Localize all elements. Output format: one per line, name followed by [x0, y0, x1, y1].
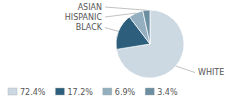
slice — [143, 10, 150, 44]
slice-label: WHITE — [198, 68, 224, 77]
leader-line — [176, 66, 195, 72]
legend-swatch — [8, 88, 17, 95]
slice — [129, 11, 150, 44]
legend-swatch — [55, 88, 64, 95]
legend-label: 6.9% — [115, 88, 136, 97]
legend-swatch — [103, 88, 112, 95]
pie — [116, 10, 184, 78]
leader-line — [105, 13, 136, 17]
legend-label: 72.4% — [20, 88, 46, 97]
slice — [116, 10, 184, 78]
legend-label: 3.4% — [157, 88, 178, 97]
slice-label: ASIAN — [78, 3, 102, 12]
legend: 72.4% 17.2% 6.9% 3.4% — [8, 88, 178, 97]
leader-line — [105, 7, 146, 10]
legend-label: 17.2% — [67, 88, 93, 97]
legend-swatch — [145, 88, 154, 95]
leader-line — [105, 28, 118, 32]
slice-label: HISPANIC — [65, 13, 103, 22]
chart: WHITE BLACKHISPANICASIAN 72.4% 17.2% 6.9% 3.4… — [0, 0, 240, 100]
slice-label: BLACK — [76, 23, 103, 32]
